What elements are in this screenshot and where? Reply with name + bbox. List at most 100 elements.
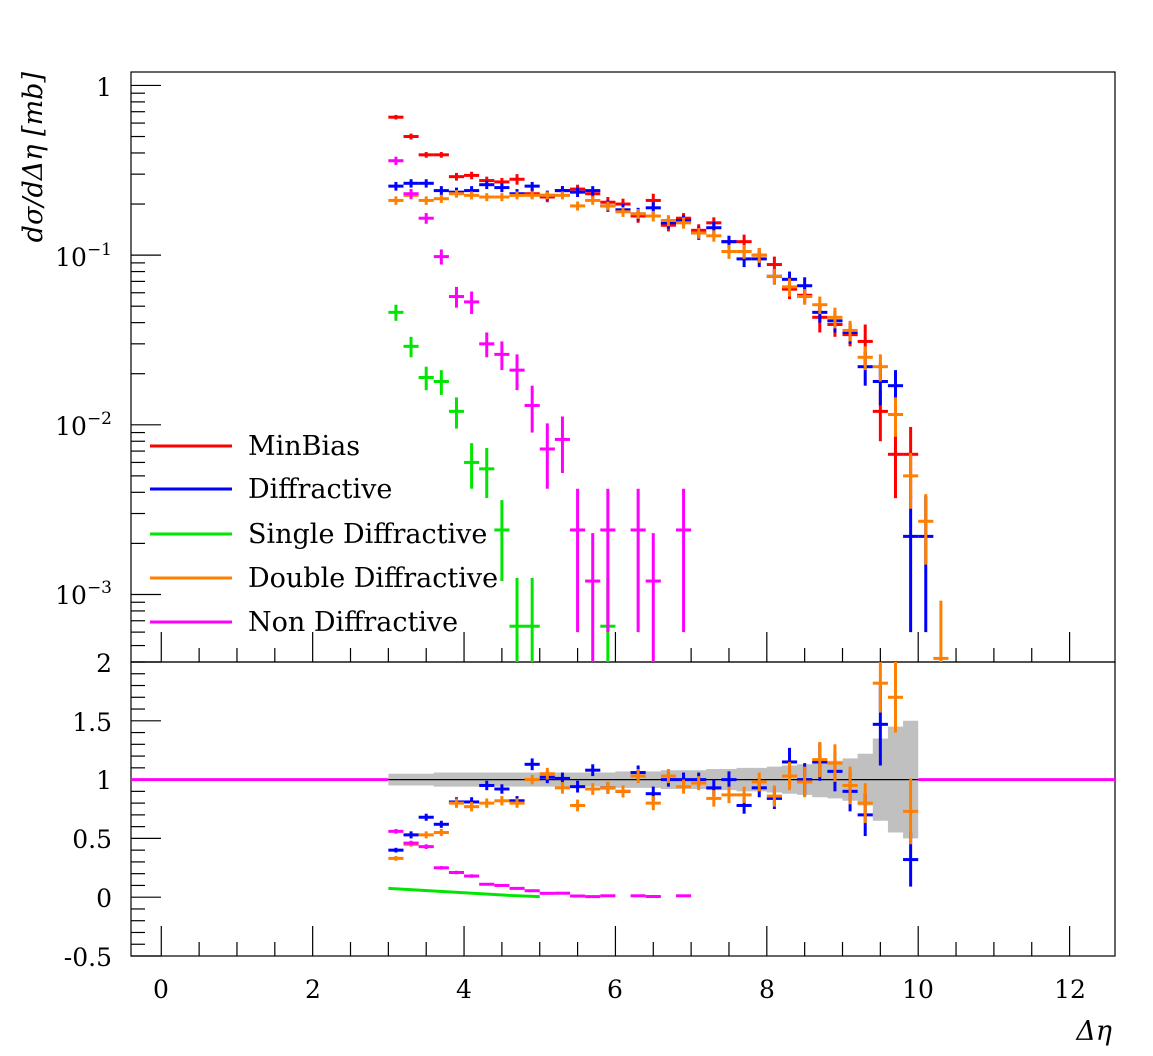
point-double-diffractive	[766, 268, 782, 285]
legend-label-minbias: MinBias	[248, 431, 360, 462]
point-diffractive	[403, 179, 419, 188]
point-double-diffractive	[691, 227, 707, 239]
ratio-point-double-diffractive	[842, 766, 858, 805]
ratio-plot-frame	[130, 661, 1116, 957]
ratio-point-double-diffractive	[721, 786, 737, 804]
point-minbias	[464, 171, 480, 180]
ratio-point-non-diffractive	[403, 840, 419, 846]
point-double-diffractive	[554, 191, 571, 200]
ratio-point-double-diffractive	[464, 801, 480, 812]
legend-label-single-diffractive: Single Diffractive	[248, 519, 487, 550]
point-non-diffractive	[524, 385, 540, 433]
point-single-diffractive	[388, 304, 404, 321]
point-double-diffractive	[842, 320, 858, 342]
point-diffractive	[433, 186, 449, 196]
point-diffractive	[524, 181, 540, 191]
ratio-point-double-diffractive	[675, 779, 692, 794]
main-axis-ticks	[131, 84, 1071, 663]
point-non-diffractive	[433, 249, 449, 265]
point-non-diffractive	[539, 423, 555, 489]
ratio-point-double-diffractive	[691, 776, 707, 791]
ratio-point-double-diffractive	[751, 772, 767, 792]
ratio-point-diffractive	[403, 831, 419, 839]
ratio-point-double-diffractive	[600, 781, 616, 794]
ratio-point-non-diffractive	[448, 870, 465, 875]
x-tick-label-12: 12	[1054, 975, 1086, 1004]
ratio-point-non-diffractive	[494, 883, 510, 887]
point-double-diffractive	[524, 191, 540, 200]
point-non-diffractive	[630, 488, 646, 633]
point-double-diffractive	[388, 196, 404, 205]
legend: MinBias Diffractive Single Diffractive D…	[150, 431, 498, 638]
point-double-diffractive	[903, 453, 919, 509]
ratio-point-diffractive	[494, 784, 510, 794]
point-double-diffractive	[827, 307, 843, 329]
point-double-diffractive	[721, 244, 737, 259]
point-double-diffractive	[464, 191, 480, 200]
point-double-diffractive	[494, 193, 510, 202]
ratio-point-double-diffractive	[872, 662, 888, 713]
point-non-diffractive	[645, 533, 661, 662]
ratio-axis-ticks	[131, 661, 1071, 957]
ratio-point-non-diffractive	[464, 874, 480, 878]
ratio-y-tick--0.5: -0.5	[64, 943, 112, 972]
ratio-data-marks	[131, 662, 1115, 899]
ratio-y-tick-1.5: 1.5	[72, 708, 112, 737]
point-single-diffractive	[509, 578, 525, 662]
point-double-diffractive	[706, 230, 722, 242]
point-double-diffractive	[433, 194, 449, 203]
y-tick-label-1e-2: 10−2	[55, 409, 112, 441]
ratio-point-non-diffractive	[433, 866, 449, 870]
ratio-point-non-diffractive	[585, 895, 601, 899]
ratio-point-double-diffractive	[418, 831, 434, 839]
x-tick-label-2: 2	[305, 975, 321, 1004]
point-minbias	[887, 427, 904, 499]
ratio-point-diffractive	[418, 813, 434, 821]
ratio-y-tick-0.5: 0.5	[72, 825, 112, 854]
ratio-point-double-diffractive	[630, 769, 646, 784]
y-tick-label-1e-1: 10−1	[55, 240, 112, 272]
ratio-point-non-diffractive	[539, 891, 555, 895]
point-double-diffractive	[887, 397, 904, 437]
point-diffractive	[570, 187, 586, 198]
point-single-diffractive	[479, 447, 495, 499]
point-non-diffractive	[675, 488, 692, 633]
ratio-point-double-diffractive	[887, 662, 904, 733]
ratio-point-diffractive	[585, 764, 601, 777]
point-single-diffractive	[494, 500, 510, 582]
ratio-point-diffractive	[433, 820, 449, 828]
ratio-point-double-diffractive	[812, 741, 828, 778]
ratio-point-double-diffractive	[509, 798, 525, 808]
point-single-diffractive	[464, 443, 480, 489]
point-non-diffractive	[554, 416, 571, 473]
ratio-y-tick-2: 2	[96, 649, 112, 678]
ratio-point-non-diffractive	[418, 844, 434, 849]
ratio-point-double-diffractive	[903, 778, 919, 845]
point-minbias	[448, 172, 465, 181]
point-non-diffractive	[494, 341, 510, 371]
ratio-y-tick-1: 1	[96, 766, 112, 795]
ratio-point-double-diffractive	[448, 798, 465, 808]
point-non-diffractive	[509, 354, 525, 391]
point-double-diffractive	[570, 201, 586, 211]
point-non-diffractive	[479, 332, 495, 358]
point-non-diffractive	[448, 286, 465, 308]
ratio-point-double-diffractive	[615, 785, 631, 798]
point-minbias	[433, 152, 449, 158]
point-non-diffractive	[388, 156, 404, 165]
ratio-line-single-diffractive	[388, 886, 540, 899]
point-non-diffractive	[600, 488, 616, 633]
point-double-diffractive	[797, 289, 813, 305]
ratio-point-double-diffractive	[660, 769, 676, 784]
point-double-diffractive	[857, 346, 873, 371]
ratio-point-double-diffractive	[736, 786, 752, 804]
point-diffractive	[388, 181, 404, 191]
ratio-point-non-diffractive	[600, 894, 616, 898]
point-double-diffractive	[781, 278, 798, 297]
point-double-diffractive	[600, 201, 616, 211]
ratio-point-double-diffractive	[479, 798, 495, 808]
ratio-point-non-diffractive	[388, 828, 404, 834]
ratio-point-double-diffractive	[797, 766, 813, 798]
point-diffractive	[585, 186, 601, 196]
